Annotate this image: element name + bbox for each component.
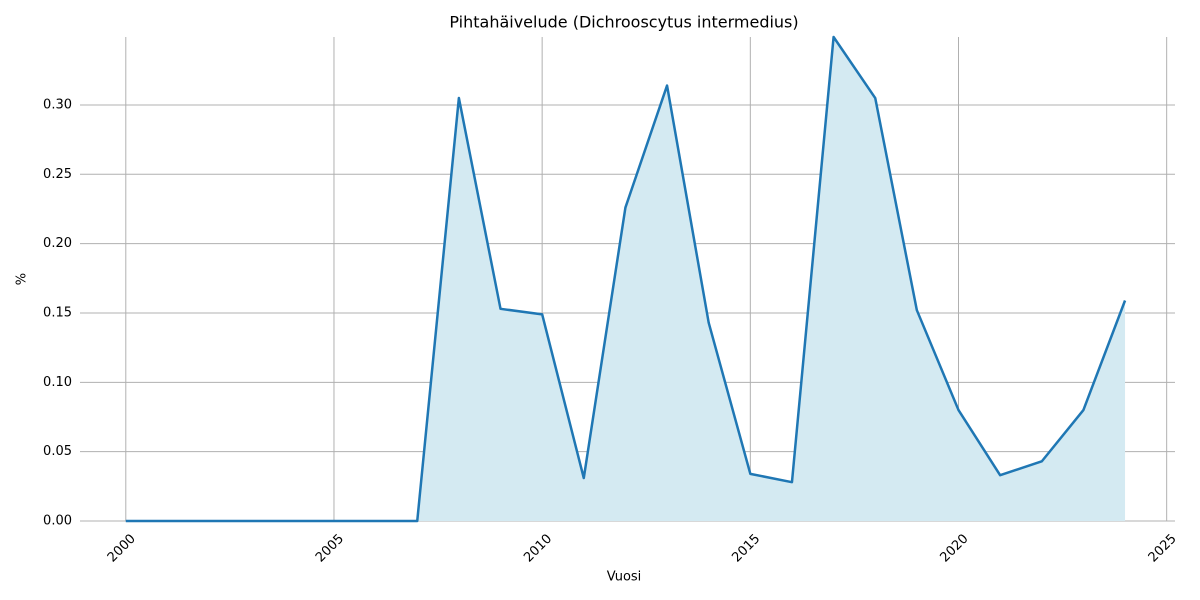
y-tick-label: 0.20 (43, 236, 72, 251)
y-tick-label: 0.30 (43, 97, 72, 112)
x-tick-label: 2015 (729, 531, 763, 565)
x-tick-label: 2005 (313, 531, 347, 565)
chart-title: Pihtahäivelude (Dichrooscytus intermediu… (449, 13, 798, 32)
y-tick-label: 0.10 (43, 375, 72, 390)
x-tick-label: 2020 (938, 531, 972, 565)
y-tick-label: 0.05 (43, 444, 72, 459)
x-tick-label: 2000 (105, 531, 139, 565)
x-tick-label: 2010 (521, 531, 555, 565)
y-tick-label: 0.25 (43, 167, 72, 182)
x-tick-label: 2025 (1146, 531, 1180, 565)
y-tick-label: 0.15 (43, 305, 72, 320)
data-line (125, 35, 1127, 523)
area-fill (125, 37, 1126, 521)
y-axis-label: % (15, 273, 30, 285)
y-tick-label: 0.00 (43, 514, 72, 529)
x-axis-label: Vuosi (607, 570, 642, 585)
